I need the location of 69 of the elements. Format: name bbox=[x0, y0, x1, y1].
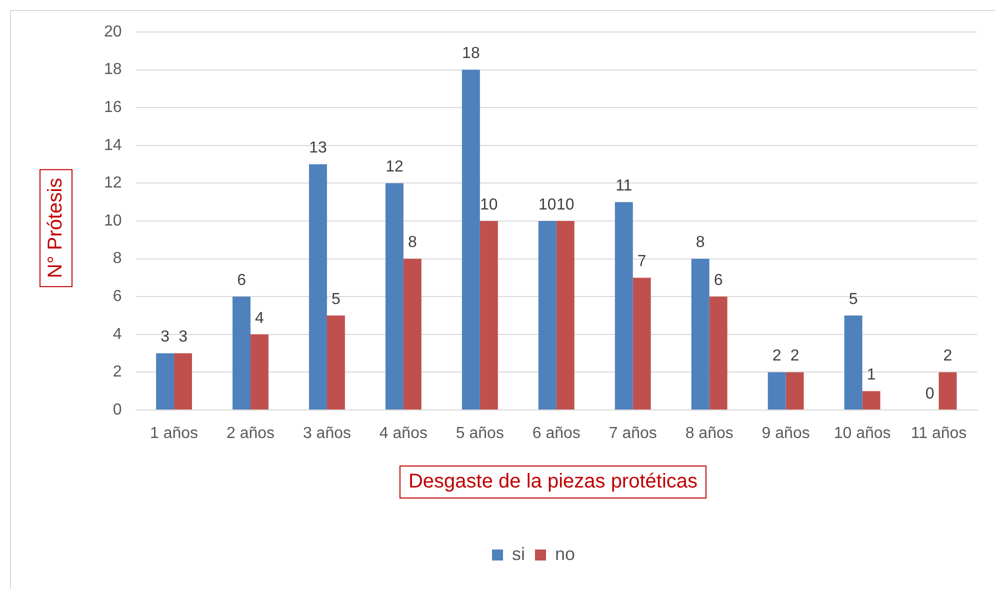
bar bbox=[786, 372, 804, 410]
y-tick-label: 6 bbox=[112, 288, 122, 306]
data-label: 6 bbox=[237, 272, 246, 290]
y-tick-label: 18 bbox=[104, 61, 122, 78]
data-label: 2 bbox=[943, 348, 952, 365]
data-label: 8 bbox=[696, 234, 705, 252]
data-label: 10 bbox=[480, 196, 498, 214]
data-label: 4 bbox=[255, 310, 264, 327]
bar bbox=[232, 296, 251, 410]
y-tick-label: 20 bbox=[104, 23, 122, 40]
y-tick-label: 14 bbox=[104, 136, 122, 154]
bar bbox=[385, 183, 404, 410]
bar bbox=[556, 221, 574, 410]
x-tick-label: 1 años bbox=[150, 425, 198, 442]
data-label: 3 bbox=[160, 328, 170, 346]
y-tick-label: 2 bbox=[112, 364, 122, 381]
x-tick-label: 5 años bbox=[456, 425, 504, 442]
data-label: 13 bbox=[309, 140, 327, 157]
x-tick-label: 3 años bbox=[302, 425, 352, 442]
y-tick-label: 16 bbox=[104, 99, 122, 116]
data-label: 3 bbox=[178, 328, 188, 346]
data-label: 7 bbox=[637, 253, 646, 270]
bar bbox=[326, 316, 345, 410]
bar bbox=[156, 353, 174, 410]
data-label: 10 bbox=[538, 196, 556, 214]
bar bbox=[309, 164, 327, 410]
bar bbox=[538, 221, 556, 410]
bar bbox=[844, 316, 862, 410]
data-label: 2 bbox=[772, 348, 782, 365]
data-label: 2 bbox=[790, 348, 800, 365]
x-tick-label: 4 años bbox=[379, 425, 428, 442]
x-tick-label: 7 años bbox=[608, 425, 657, 442]
x-tick-label: 10 años bbox=[834, 425, 891, 442]
data-label: 5 bbox=[848, 290, 858, 308]
bar bbox=[938, 372, 957, 410]
x-tick-label: 8 años bbox=[685, 425, 734, 442]
y-tick-label: 8 bbox=[112, 250, 122, 268]
bar bbox=[709, 296, 728, 410]
legend-label: si bbox=[512, 544, 525, 564]
bar bbox=[632, 278, 651, 410]
y-tick-label: 10 bbox=[104, 212, 122, 230]
data-label: 1 bbox=[866, 366, 876, 384]
x-axis-title: Desgaste de la piezas protéticas bbox=[399, 466, 707, 498]
data-label: 11 bbox=[616, 178, 632, 195]
bar bbox=[174, 353, 192, 410]
y-axis-title: N° Prótesis bbox=[40, 168, 72, 288]
data-label: 10 bbox=[556, 196, 574, 214]
legend-label: no bbox=[554, 544, 576, 564]
bar bbox=[462, 70, 480, 410]
bar bbox=[480, 221, 498, 410]
x-tick-label: 9 años bbox=[762, 425, 810, 442]
data-label: 8 bbox=[408, 234, 417, 252]
bar bbox=[862, 391, 880, 410]
data-label: 0 bbox=[925, 385, 934, 402]
x-tick-label: 11 años bbox=[910, 425, 967, 442]
y-tick-label: 4 bbox=[112, 326, 122, 343]
bar bbox=[614, 202, 633, 410]
x-tick-label: 6 años bbox=[532, 425, 580, 442]
data-label: 12 bbox=[386, 158, 404, 176]
bar bbox=[691, 258, 710, 410]
bar bbox=[403, 258, 422, 410]
x-tick-label: 2 años bbox=[226, 425, 275, 442]
y-tick-label: 12 bbox=[104, 174, 122, 192]
data-label: 5 bbox=[332, 290, 341, 308]
bar bbox=[768, 372, 786, 410]
data-label: 18 bbox=[462, 45, 480, 62]
data-label: 6 bbox=[714, 272, 723, 290]
y-tick-label: 0 bbox=[112, 401, 122, 418]
bar bbox=[250, 334, 268, 410]
